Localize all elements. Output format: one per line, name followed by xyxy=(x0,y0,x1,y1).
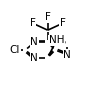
Text: N: N xyxy=(30,53,38,63)
Text: N: N xyxy=(63,50,71,60)
Text: F: F xyxy=(30,18,36,28)
Text: F: F xyxy=(45,12,51,22)
Text: NH: NH xyxy=(49,35,64,45)
Text: Cl: Cl xyxy=(10,45,20,55)
Text: N: N xyxy=(30,37,38,47)
Text: F: F xyxy=(60,18,66,28)
